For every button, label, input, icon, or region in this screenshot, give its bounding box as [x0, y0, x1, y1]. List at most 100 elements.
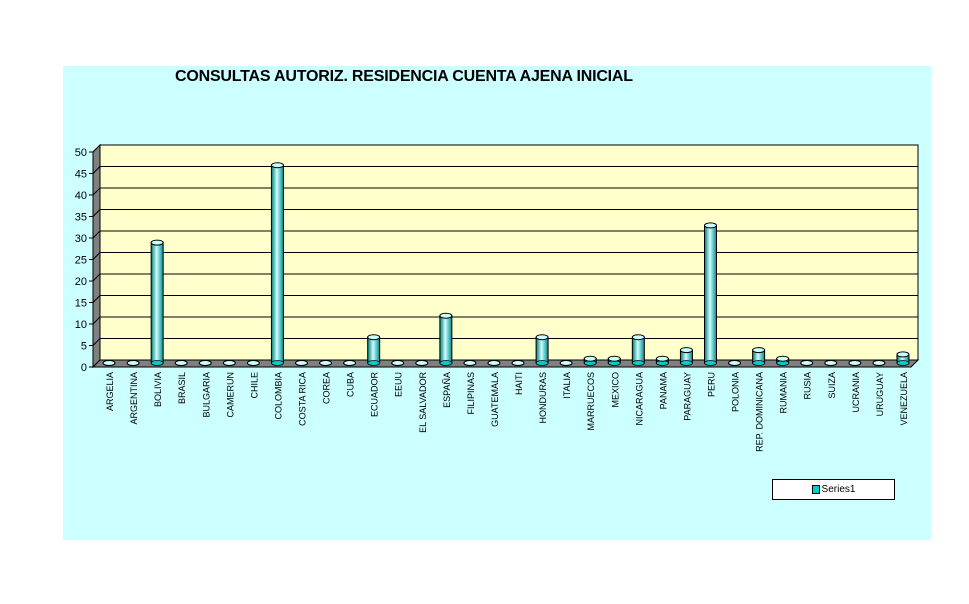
x-tick-label: HAITI: [514, 372, 524, 395]
x-tick-label: ARGELIA: [105, 372, 115, 411]
x-tick-label: CUBA: [346, 372, 356, 397]
bar-base: [367, 360, 381, 366]
bar-base: [271, 360, 284, 366]
y-tick-label: 35: [75, 212, 87, 224]
x-tick-label: VENEZUELA: [899, 372, 909, 426]
gridline-side: [92, 230, 101, 239]
gridline-side: [92, 273, 101, 282]
bar-base: [896, 360, 910, 366]
gridline-side: [92, 338, 101, 346]
gridline-side: [92, 252, 101, 260]
x-tick-label: POLONIA: [731, 372, 741, 412]
bar: [270, 164, 284, 364]
bar-base: [680, 360, 693, 366]
bar-cap: [679, 347, 693, 354]
bar-cap: [800, 360, 814, 366]
x-tick-label: NICARAGUA: [634, 372, 644, 426]
gridline-side: [92, 166, 101, 174]
floor: [91, 359, 920, 368]
bar-cap: [487, 360, 501, 366]
x-tick-label: MEXICO: [610, 372, 620, 408]
y-tick-label: 45: [75, 169, 87, 181]
bar-cap: [295, 360, 308, 366]
x-tick-label: COSTA RICA: [298, 372, 308, 426]
bar-base: [631, 360, 645, 366]
x-tick-label: SUIZA: [827, 372, 837, 399]
x-tick-label: BOLIVIA: [153, 372, 163, 407]
bar-cap: [270, 162, 284, 169]
x-tick-label: REP. DOMINICANA: [755, 372, 765, 452]
y-tick-label: 25: [75, 255, 87, 267]
x-tick-label: UCRANIA: [851, 372, 861, 413]
bar: [150, 242, 164, 364]
bar-base: [439, 360, 453, 366]
legend: Series1: [772, 479, 895, 500]
bar-cap: [198, 360, 212, 366]
bar-cap: [752, 347, 766, 354]
x-tick-label: BRASIL: [177, 372, 187, 404]
bar-cap: [126, 360, 140, 366]
bar-cap: [607, 355, 621, 362]
x-tick-label: PARAGUAY: [682, 372, 692, 421]
bar-cap: [102, 360, 116, 366]
bar-cap: [583, 355, 597, 362]
x-tick-label: ESPAÑA: [442, 372, 452, 408]
bar-cap: [439, 312, 453, 319]
y-tick-label: 15: [75, 298, 87, 310]
bar-cap: [655, 355, 669, 362]
bar: [367, 336, 381, 364]
bar-cap: [150, 239, 164, 246]
bar-cap: [896, 351, 910, 358]
y-tick-label: 10: [75, 319, 87, 331]
bar-cap: [174, 360, 188, 366]
bar-cap: [848, 360, 862, 366]
y-tick-label: 30: [75, 233, 87, 245]
bar-cap: [367, 334, 381, 341]
y-tick-label: 40: [75, 190, 87, 202]
bar-cap: [872, 360, 886, 366]
bar-cap: [704, 222, 717, 229]
gridline-side: [92, 209, 101, 217]
bar-cap: [391, 360, 405, 366]
bar: [439, 315, 453, 364]
legend-swatch: [811, 485, 820, 494]
bar-cap: [319, 360, 333, 366]
x-tick-label: COLOMBIA: [273, 372, 283, 420]
x-tick-label: PANAMA: [658, 372, 668, 409]
x-tick-label: URUGUAY: [875, 372, 885, 416]
x-tick-label: RUMANIA: [779, 372, 789, 414]
x-tick-label: PERU: [707, 372, 717, 397]
x-tick-label: RUSIA: [803, 372, 813, 400]
bar: [631, 336, 645, 364]
x-tick-label: ITALIA: [562, 372, 572, 399]
bar-base: [535, 360, 549, 366]
legend-label: Series1: [821, 484, 856, 495]
bar-cap: [776, 355, 790, 362]
x-tick-label: ECUADOR: [370, 372, 380, 418]
x-tick-label: FILIPINAS: [466, 372, 476, 415]
y-tick-label: 50: [75, 147, 87, 159]
y-tick-label: 20: [75, 276, 87, 288]
bar-cap: [559, 360, 573, 366]
x-tick-label: CHILE: [249, 372, 259, 399]
x-tick-label: BULGARIA: [201, 372, 211, 418]
bar-cap: [222, 360, 236, 366]
x-tick-label: EEUU: [394, 372, 404, 397]
x-tick-label: ARGENTINA: [129, 372, 139, 425]
bar-cap: [511, 360, 525, 366]
chart-title: CONSULTAS AUTORIZ. RESIDENCIA CUENTA AJE…: [175, 68, 633, 85]
x-tick-label: MARRUECOS: [586, 372, 596, 431]
bar-cap: [415, 360, 429, 366]
bar-cap: [824, 360, 838, 366]
bar: [535, 336, 549, 364]
bar-base: [704, 360, 717, 366]
x-tick-label: EL SALVADOR: [418, 372, 428, 433]
bar-cap: [463, 360, 477, 366]
bar-cap: [728, 360, 742, 366]
y-tick-label: 0: [81, 362, 87, 374]
x-tick-label: HONDURAS: [538, 372, 548, 424]
y-tick-label: 5: [81, 341, 87, 353]
x-tick-label: GUATEMALA: [490, 372, 500, 427]
x-tick-label: COREA: [322, 372, 332, 404]
